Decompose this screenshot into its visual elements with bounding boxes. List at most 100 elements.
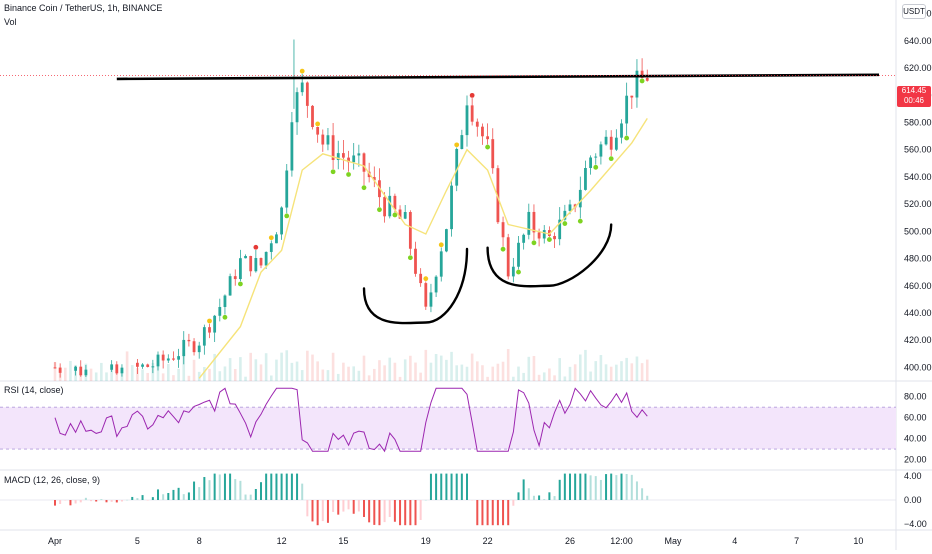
signal-dot <box>299 68 305 74</box>
candle-body <box>146 364 150 367</box>
macd-histogram-bar <box>275 473 278 500</box>
macd-histogram-bar <box>373 500 376 525</box>
volume-bar <box>645 359 649 381</box>
candle-body <box>604 136 608 145</box>
macd-histogram-bar <box>136 498 139 500</box>
volume-bar <box>501 361 505 381</box>
volume-bar <box>270 375 273 381</box>
candle-body <box>383 197 386 217</box>
candle-body <box>192 341 196 353</box>
candle-body <box>522 234 526 243</box>
candle-body <box>388 195 392 217</box>
volume-bar <box>352 366 355 381</box>
macd-histogram-bar <box>507 500 510 526</box>
candle-body <box>141 364 144 367</box>
candle-body <box>445 229 448 252</box>
volume-bar <box>414 362 417 381</box>
signal-dot <box>516 269 521 275</box>
candle-body <box>424 283 428 307</box>
candle-body <box>161 354 165 361</box>
macd-histogram-bar <box>496 500 499 526</box>
volume-bar <box>233 369 237 381</box>
left-cup-drawing <box>362 247 469 325</box>
macd-histogram-bar <box>120 500 123 502</box>
candle-body <box>182 339 186 357</box>
candle-body <box>625 95 629 124</box>
candle-body <box>218 306 222 316</box>
macd-histogram-bar <box>605 474 608 500</box>
volume-bar <box>630 363 634 381</box>
macd-histogram-bar <box>90 500 93 502</box>
volume-bar <box>336 373 340 381</box>
candle-body <box>300 82 304 93</box>
volume-bar <box>388 357 392 381</box>
volume-bar <box>347 366 350 381</box>
volume-bar <box>594 361 598 381</box>
macd-histogram-bar <box>110 500 113 502</box>
axes: 400.00420.00440.00460.00480.00500.00520.… <box>48 9 932 546</box>
candle-body <box>584 168 587 190</box>
volume-bar <box>419 372 422 381</box>
moving-average <box>198 118 648 379</box>
candle-body <box>177 356 180 360</box>
macd-histogram-bar <box>141 495 144 500</box>
macd-histogram-bar <box>502 500 505 526</box>
volume-bar <box>125 351 129 381</box>
macd-histogram-bar <box>290 473 293 500</box>
volume-bar <box>455 365 458 381</box>
volume-bar <box>64 367 67 381</box>
candle-body <box>352 155 356 163</box>
candle-body <box>429 292 433 307</box>
volume-bar <box>460 364 464 381</box>
macd-histogram-bar <box>100 499 103 500</box>
macd-histogram-bar <box>476 500 479 526</box>
volume-bar <box>481 365 484 381</box>
volume-bar <box>537 374 541 381</box>
macd-histogram-bar <box>347 500 350 510</box>
volume-bar <box>136 368 139 381</box>
macd-histogram-bar <box>95 500 98 502</box>
time-tick-label: 15 <box>338 536 348 546</box>
macd-histogram-bar <box>115 500 118 503</box>
volume-bar <box>141 369 144 381</box>
candle-body <box>491 139 495 169</box>
rsi-tick-label: 60.00 <box>904 413 927 423</box>
volume-bar <box>568 366 572 381</box>
volume-bar <box>311 354 314 381</box>
candle-body <box>316 127 320 135</box>
volume-bar <box>110 365 113 381</box>
candle-body <box>269 243 273 252</box>
candle-body <box>321 134 325 145</box>
volume-bar <box>486 376 489 381</box>
candle-body <box>151 366 155 368</box>
volume-bar <box>326 370 330 381</box>
volume-bar <box>512 376 515 381</box>
signal-dot <box>361 185 367 191</box>
price-tick-label: 540.00 <box>904 172 932 182</box>
candle-body <box>285 170 289 208</box>
volume-bar <box>218 371 222 381</box>
volume-bar <box>53 362 57 381</box>
signal-dot <box>207 318 212 324</box>
price-tick-label: 480.00 <box>904 254 932 264</box>
volume-bar <box>542 372 546 381</box>
candle-body <box>136 362 139 367</box>
volume-bar <box>398 376 402 381</box>
currency-selector[interactable]: USDT <box>902 4 926 19</box>
volume-bar <box>146 372 149 381</box>
candle-body <box>635 70 639 98</box>
drawings[interactable] <box>0 73 896 325</box>
macd-histogram-bar <box>589 475 592 500</box>
macd-histogram-bar <box>54 500 56 506</box>
volume-bar <box>249 352 252 381</box>
main-legend-title: Binance Coin / TetherUS, 1h, BINANCE <box>4 3 163 13</box>
candle-body <box>233 276 237 280</box>
macd-histogram-bar <box>218 474 221 500</box>
volume-legend: Vol <box>4 17 17 27</box>
volume-bar <box>259 364 263 381</box>
volume-bar <box>476 361 479 381</box>
volume-bar <box>130 365 134 381</box>
macd-histogram-bar <box>332 500 335 512</box>
